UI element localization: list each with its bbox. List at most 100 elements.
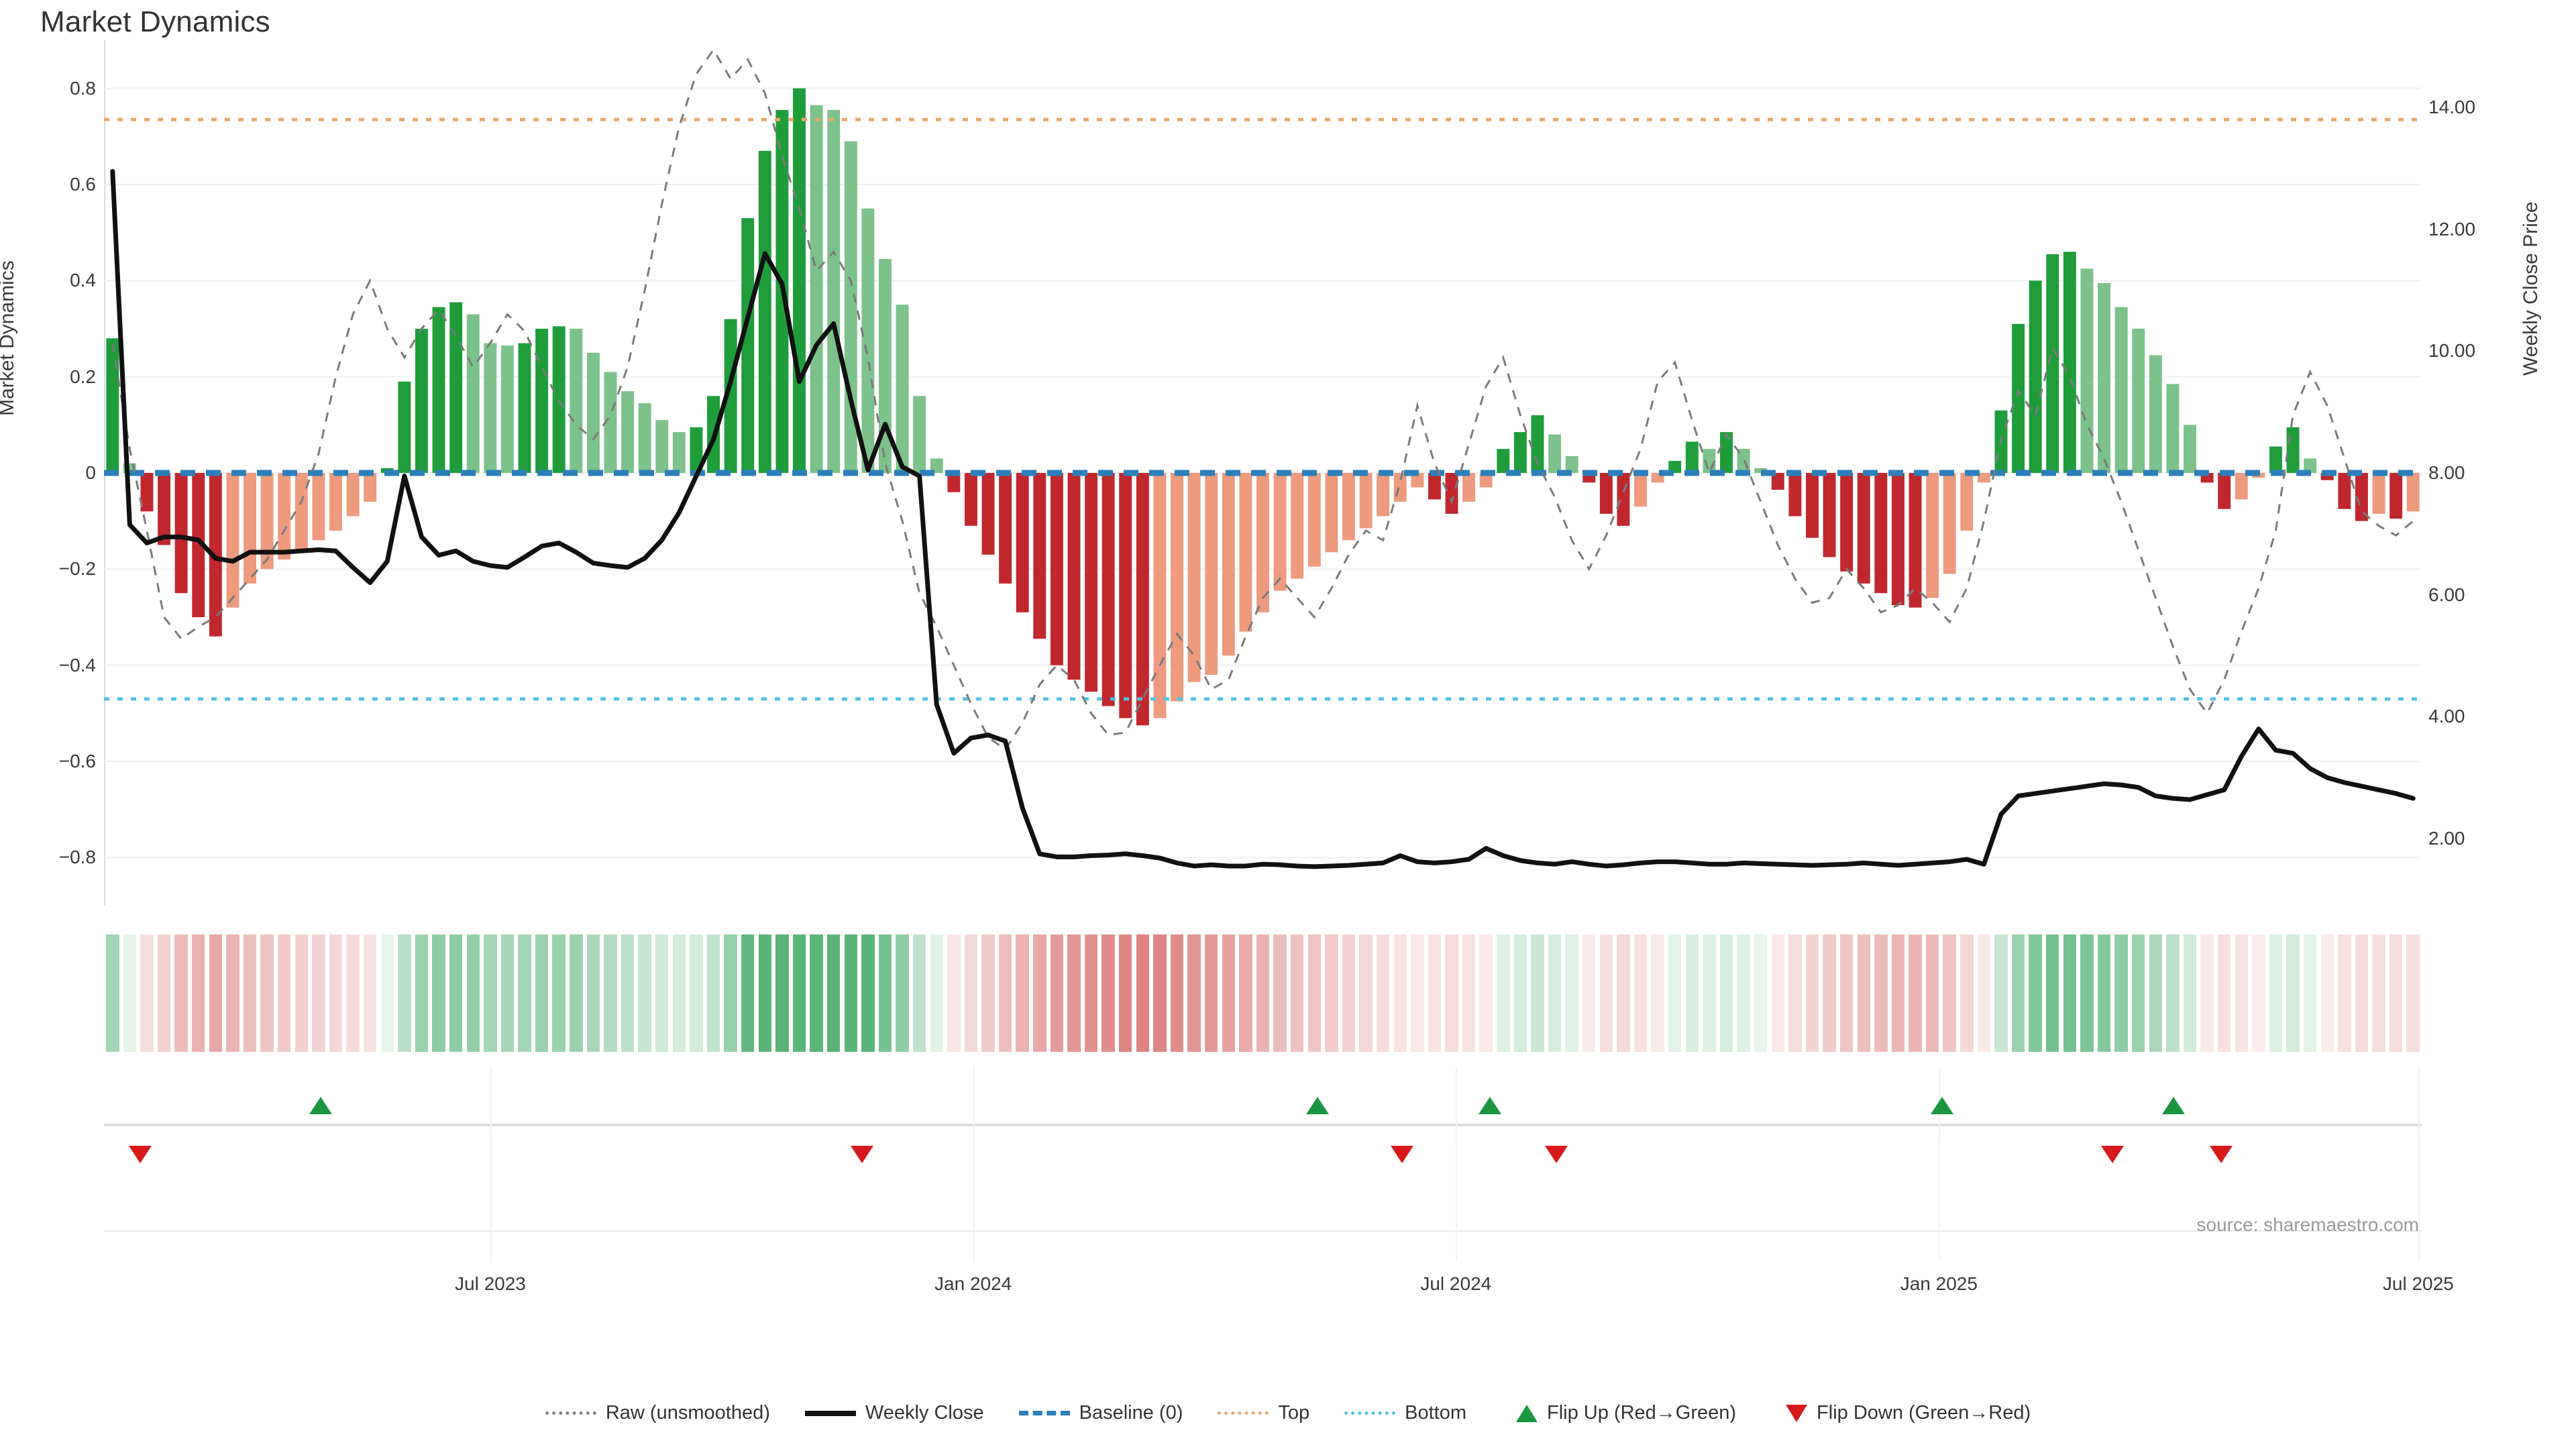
heatmap-cell[interactable] [930, 934, 943, 1052]
heatmap-cell[interactable] [775, 934, 789, 1052]
chart-bar[interactable] [1479, 473, 1493, 488]
chart-bar[interactable] [2149, 355, 2162, 473]
chart-bar[interactable] [1359, 473, 1373, 529]
heatmap-cell[interactable] [724, 934, 737, 1052]
heatmap-cell[interactable] [1016, 934, 1029, 1052]
heatmap-cell[interactable] [1393, 934, 1407, 1052]
heatmap-cell[interactable] [2320, 934, 2334, 1052]
heatmap-cell[interactable] [260, 934, 274, 1052]
chart-bar[interactable] [741, 218, 755, 473]
heatmap-cell[interactable] [1376, 934, 1390, 1052]
heatmap-cell[interactable] [570, 934, 583, 1052]
heatmap-cell[interactable] [810, 934, 823, 1052]
chart-bar[interactable] [260, 473, 274, 570]
chart-bar[interactable] [1599, 473, 1613, 514]
heatmap-cell[interactable] [2063, 934, 2077, 1052]
heatmap-cell[interactable] [2217, 934, 2231, 1052]
chart-bar[interactable] [638, 403, 651, 473]
chart-bar[interactable] [2355, 473, 2368, 521]
chart-bar[interactable] [1171, 473, 1184, 702]
heatmap-cell[interactable] [2235, 934, 2248, 1052]
heatmap-cell[interactable] [2269, 934, 2283, 1052]
chart-bar[interactable] [1943, 473, 1956, 574]
heatmap-cell[interactable] [312, 934, 325, 1052]
heatmap-cell[interactable] [912, 934, 926, 1052]
chart-bar[interactable] [1291, 473, 1304, 579]
chart-bar[interactable] [1136, 473, 1149, 726]
chart-bar[interactable] [346, 473, 360, 517]
heatmap-cell[interactable] [1977, 934, 1991, 1052]
chart-bar[interactable] [586, 352, 600, 473]
chart-bar[interactable] [861, 208, 875, 473]
flip-up-marker[interactable] [2162, 1097, 2186, 1114]
heatmap-cell[interactable] [947, 934, 961, 1052]
heatmap-cell[interactable] [1531, 934, 1544, 1052]
heatmap-cell[interactable] [2389, 934, 2403, 1052]
chart-bar[interactable] [1960, 473, 1974, 531]
heatmap-cell[interactable] [2097, 934, 2111, 1052]
chart-bar[interactable] [244, 473, 257, 584]
heatmap-cell[interactable] [1307, 934, 1321, 1052]
heatmap-cell[interactable] [2131, 934, 2145, 1052]
legend-item-flip-up-red-green[interactable]: Flip Up (Red→Green) [1501, 1402, 1736, 1424]
legend-item-raw-unsmoothed[interactable]: Raw (unsmoothed) [545, 1402, 770, 1424]
chart-bar[interactable] [793, 88, 806, 474]
chart-bar[interactable] [1548, 434, 1562, 473]
heatmap-cell[interactable] [2080, 934, 2094, 1052]
heatmap-cell[interactable] [1805, 934, 1819, 1052]
heatmap-cell[interactable] [1119, 934, 1132, 1052]
heatmap-cell[interactable] [896, 934, 909, 1052]
chart-bar[interactable] [209, 473, 222, 637]
heatmap-cell[interactable] [844, 934, 857, 1052]
heatmap-cell[interactable] [2338, 934, 2351, 1052]
heatmap-cell[interactable] [398, 934, 411, 1052]
heatmap-cell[interactable] [552, 934, 566, 1052]
chart-bar[interactable] [1823, 473, 1836, 557]
legend-item-baseline-0[interactable]: Baseline (0) [1018, 1402, 1183, 1424]
heatmap-cell[interactable] [1617, 934, 1630, 1052]
regime-heatmap-strip[interactable] [104, 934, 2422, 1052]
chart-bar[interactable] [621, 391, 635, 473]
heatmap-cell[interactable] [1599, 934, 1613, 1052]
heatmap-cell[interactable] [415, 934, 429, 1052]
heatmap-cell[interactable] [1719, 934, 1733, 1052]
heatmap-cell[interactable] [1067, 934, 1081, 1052]
chart-bar[interactable] [1428, 473, 1441, 500]
chart-bar[interactable] [810, 105, 823, 473]
chart-bar[interactable] [329, 473, 342, 531]
heatmap-cell[interactable] [2011, 934, 2025, 1052]
heatmap-cell[interactable] [1136, 934, 1150, 1052]
chart-bar[interactable] [1256, 473, 1269, 612]
heatmap-cell[interactable] [878, 934, 892, 1052]
chart-bar[interactable] [398, 381, 411, 473]
heatmap-cell[interactable] [2029, 934, 2042, 1052]
chart-bar[interactable] [2390, 473, 2403, 519]
heatmap-cell[interactable] [1737, 934, 1750, 1052]
chart-bar[interactable] [1016, 473, 1029, 612]
chart-bar[interactable] [896, 305, 909, 473]
chart-bar[interactable] [1033, 473, 1046, 639]
flip-up-marker[interactable] [309, 1097, 333, 1114]
chart-bar[interactable] [2338, 473, 2351, 509]
heatmap-cell[interactable] [1256, 934, 1270, 1052]
chart-bar[interactable] [226, 473, 239, 608]
heatmap-cell[interactable] [1050, 934, 1064, 1052]
heatmap-cell[interactable] [2355, 934, 2369, 1052]
chart-bar[interactable] [1909, 473, 1922, 608]
heatmap-cell[interactable] [1651, 934, 1664, 1052]
heatmap-cell[interactable] [981, 934, 995, 1052]
heatmap-cell[interactable] [123, 934, 137, 1052]
chart-bar[interactable] [192, 473, 205, 617]
heatmap-cell[interactable] [2200, 934, 2214, 1052]
chart-bar[interactable] [2304, 458, 2317, 474]
chart-bar[interactable] [604, 372, 617, 474]
heatmap-cell[interactable] [380, 934, 394, 1052]
heatmap-cell[interactable] [106, 934, 119, 1052]
heatmap-cell[interactable] [140, 934, 154, 1052]
heatmap-cell[interactable] [741, 934, 755, 1052]
chart-bar[interactable] [2029, 280, 2042, 473]
chart-bar[interactable] [1857, 473, 1870, 584]
heatmap-cell[interactable] [1428, 934, 1442, 1052]
chart-bar[interactable] [1273, 473, 1287, 591]
chart-bar[interactable] [466, 314, 480, 474]
